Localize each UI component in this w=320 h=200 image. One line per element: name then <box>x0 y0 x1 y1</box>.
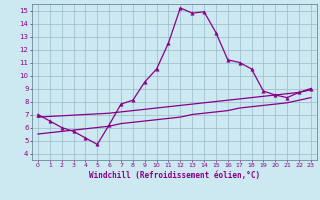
X-axis label: Windchill (Refroidissement éolien,°C): Windchill (Refroidissement éolien,°C) <box>89 171 260 180</box>
